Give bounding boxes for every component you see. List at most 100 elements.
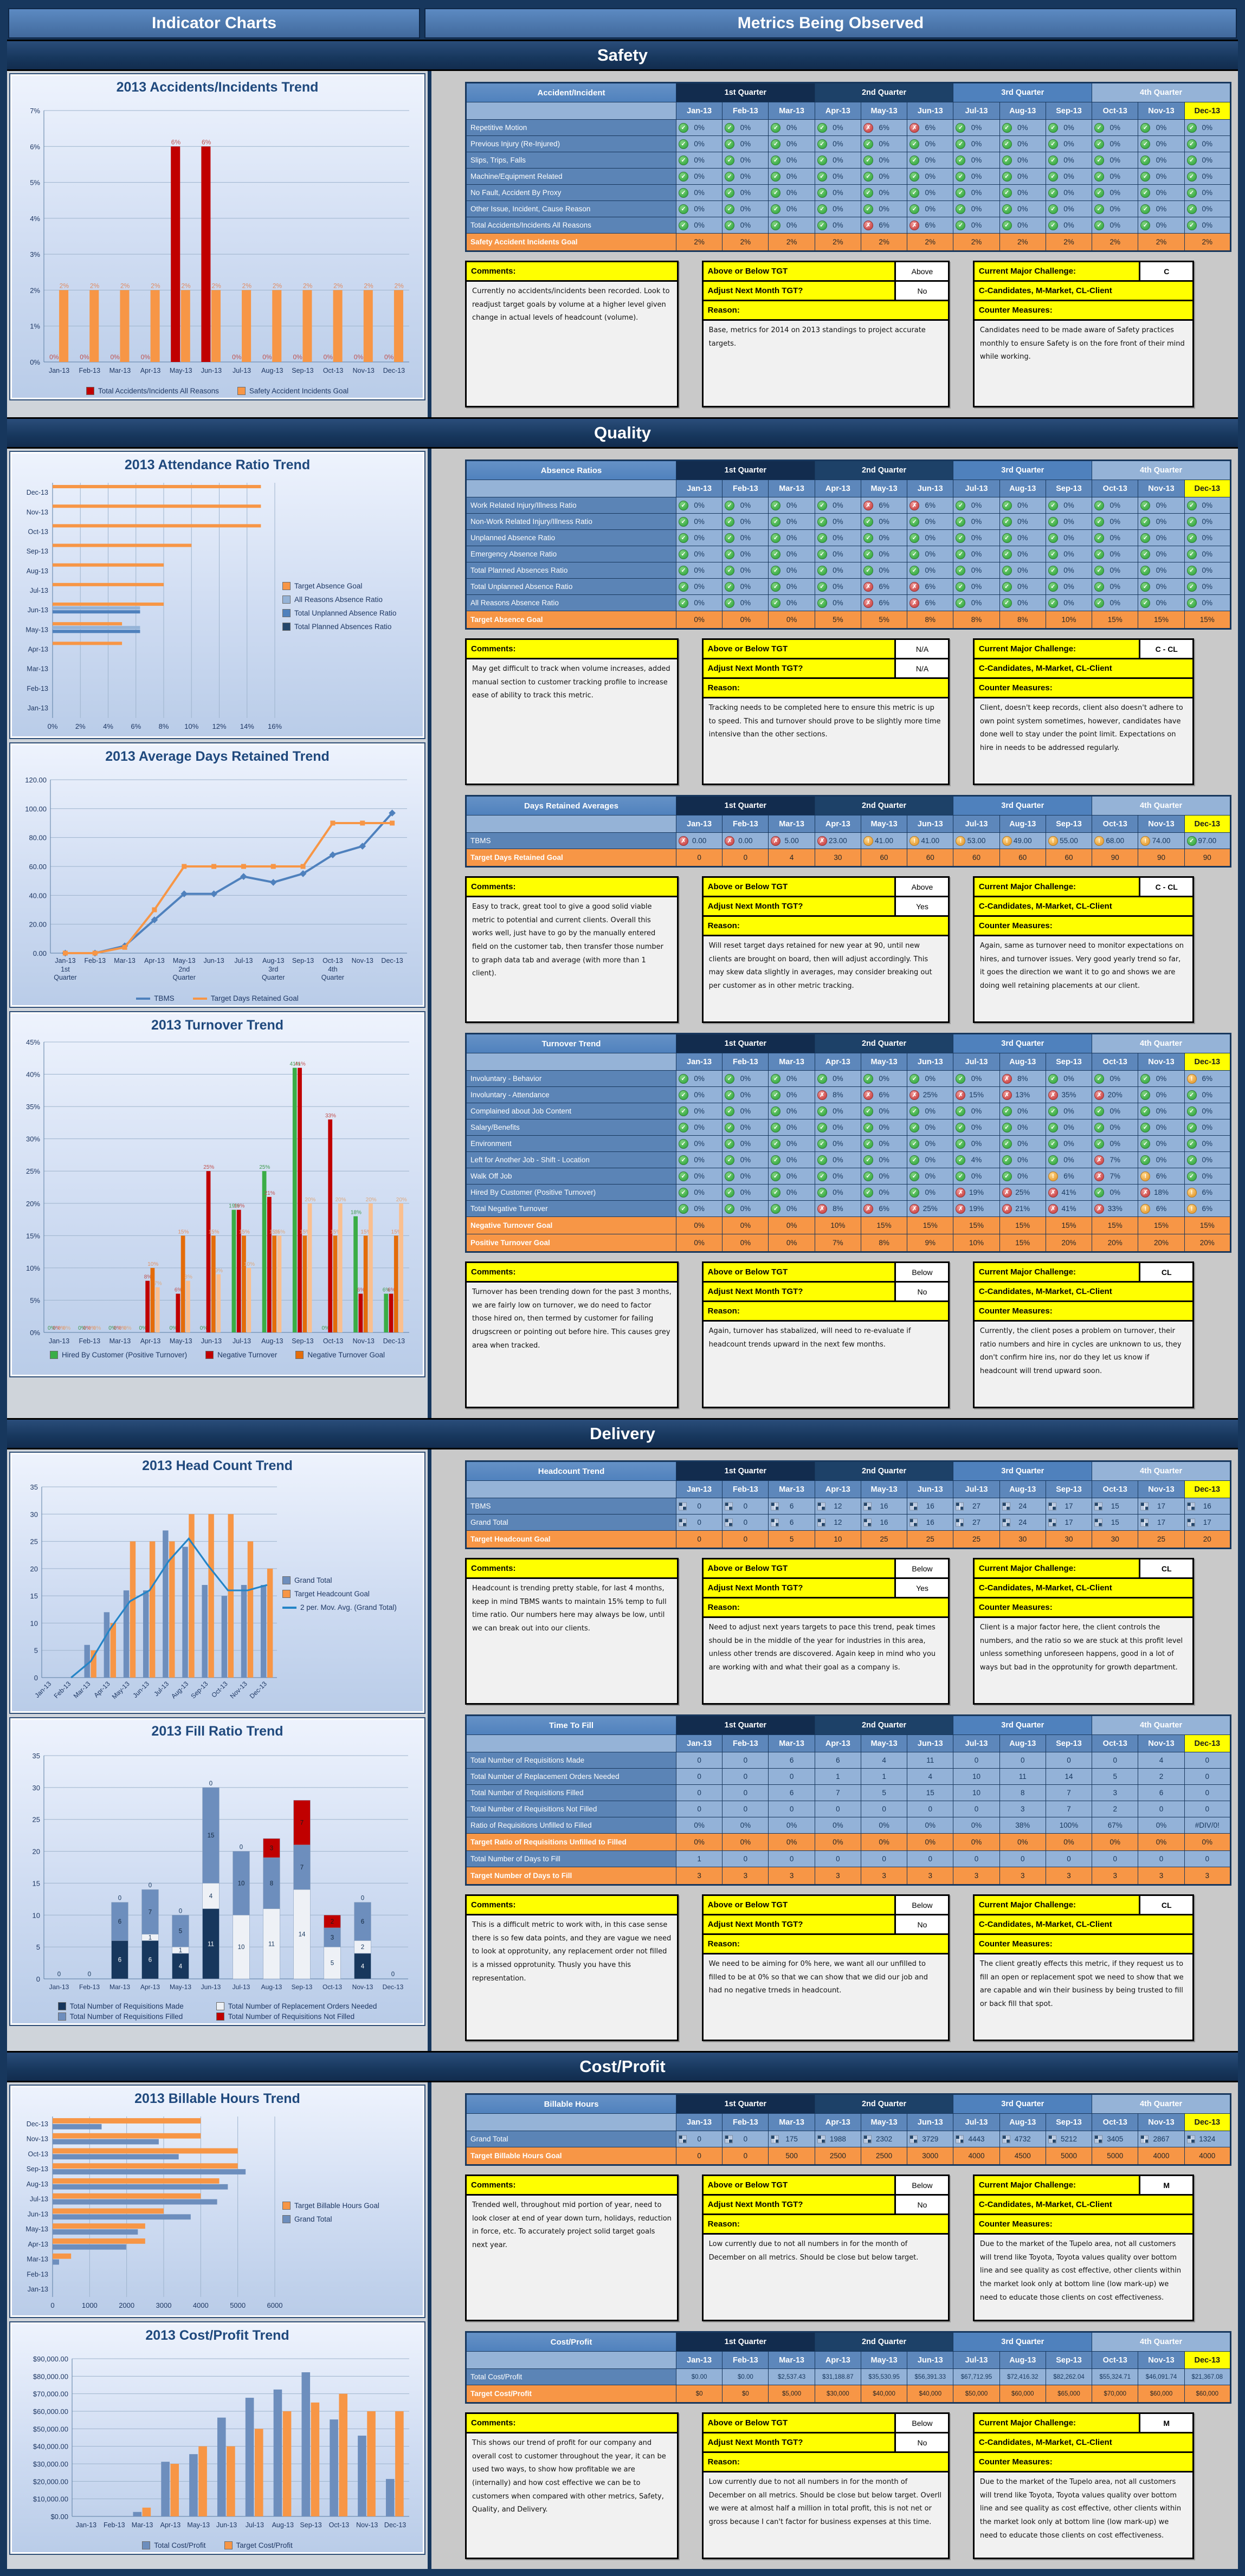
cell-value[interactable]: ✓ 0% xyxy=(676,217,723,234)
cell-value[interactable]: ✓ 0% xyxy=(953,546,1000,562)
cell-value[interactable]: 1 xyxy=(814,1768,861,1785)
cell-value[interactable]: ✓ 0% xyxy=(1184,513,1231,530)
cell-value[interactable]: ! 6% xyxy=(1184,1184,1231,1201)
cell-value[interactable]: 2% xyxy=(722,233,769,251)
cell-value[interactable]: ✓ 0% xyxy=(953,135,1000,152)
cell-value[interactable]: 2% xyxy=(860,233,908,251)
adjust-tgt-value[interactable]: N/A xyxy=(894,659,949,677)
cell-value[interactable]: 2% xyxy=(953,233,1000,251)
cell-value[interactable]: ✓ 0% xyxy=(768,135,815,152)
challenge-value[interactable]: C - CL xyxy=(1139,878,1193,896)
cell-value[interactable]: ✓ 0% xyxy=(722,529,769,546)
cell-value[interactable]: $0.00 xyxy=(676,2368,723,2385)
cell-value[interactable]: 0 xyxy=(722,1850,769,1867)
reason-text[interactable]: Base, metrics for 2014 on 2013 standings… xyxy=(708,326,926,348)
challenge-value[interactable]: M xyxy=(1139,2414,1193,2432)
cell-value[interactable]: 4000 xyxy=(1184,2147,1231,2165)
cell-value[interactable]: 20% xyxy=(1184,1234,1231,1252)
cell-value[interactable]: 0 xyxy=(1092,1850,1139,1867)
adjust-tgt-value[interactable]: Yes xyxy=(894,1579,949,1597)
cell-value[interactable]: ✓ 0% xyxy=(1092,119,1139,136)
cell-value[interactable]: 17 xyxy=(1045,1514,1093,1531)
cell-value[interactable]: ✓ 0% xyxy=(1045,152,1093,169)
cell-value[interactable]: 16 xyxy=(860,1514,908,1531)
cell-value[interactable]: 90 xyxy=(1092,849,1139,867)
cell-value[interactable]: ✓ 0% xyxy=(1045,217,1093,234)
cell-value[interactable]: ✗ 6% xyxy=(907,119,954,136)
cell-value[interactable]: 8% xyxy=(907,611,954,629)
cell-value[interactable]: 0 xyxy=(722,1530,769,1549)
cell-value[interactable]: ✓ 0% xyxy=(814,594,861,611)
cell-value[interactable]: 5000 xyxy=(1045,2147,1093,2165)
cell-value[interactable]: ✓ 0% xyxy=(814,1119,861,1136)
cell-value[interactable]: ✓ 0% xyxy=(676,184,723,201)
cell-value[interactable]: 0 xyxy=(1184,1850,1231,1867)
cell-value[interactable]: $0.00 xyxy=(722,2368,769,2385)
cell-value[interactable]: ✓ 0% xyxy=(676,200,723,217)
cell-value[interactable]: ✓ 0% xyxy=(1045,135,1093,152)
cell-value[interactable]: #DIV/0! xyxy=(1184,1817,1231,1834)
counter-measures-text[interactable]: Currently, the client poses a problem on… xyxy=(979,1327,1182,1376)
cell-value[interactable]: ✓ 0% xyxy=(999,152,1046,169)
cell-value[interactable]: ✓ 0% xyxy=(1184,184,1231,201)
cell-value[interactable]: ✓ 0% xyxy=(953,497,1000,514)
cell-value[interactable]: ✓ 0% xyxy=(1184,119,1231,136)
cell-value[interactable]: ✓ 0% xyxy=(722,184,769,201)
cell-value[interactable]: ✓ 0% xyxy=(1092,1135,1139,1152)
cell-value[interactable]: 2% xyxy=(1045,233,1093,251)
cell-value[interactable]: ✓ 0% xyxy=(999,168,1046,185)
cell-value[interactable]: 0% xyxy=(676,1216,723,1234)
cell-value[interactable]: ✓ 0% xyxy=(907,1070,954,1087)
cell-value[interactable]: ✓ 0% xyxy=(676,497,723,514)
cell-value[interactable]: $50,000 xyxy=(953,2385,1000,2403)
cell-value[interactable]: ✓ 0% xyxy=(722,1070,769,1087)
cell-value[interactable]: ✓ 0% xyxy=(676,1086,723,1103)
cell-value[interactable]: 5 xyxy=(768,1530,815,1549)
cell-value[interactable]: 0% xyxy=(1138,1833,1185,1851)
counter-measures-text[interactable]: Candidates need to be made aware of Safe… xyxy=(979,326,1185,361)
cell-value[interactable]: 0 xyxy=(722,2147,769,2165)
cell-value[interactable]: ✓ 0% xyxy=(1138,200,1185,217)
cell-value[interactable]: ✓ 0% xyxy=(768,217,815,234)
reason-text[interactable]: We need to be aiming for 0% here, we wan… xyxy=(708,1960,928,1995)
comments-text[interactable]: May get difficult to track when volume i… xyxy=(472,665,670,700)
cell-value[interactable]: 15% xyxy=(953,1216,1000,1234)
cell-value[interactable]: $70,000 xyxy=(1092,2385,1139,2403)
cell-value[interactable]: ✓ 0% xyxy=(1184,1119,1231,1136)
cell-value[interactable]: 6 xyxy=(1138,1784,1185,1801)
cell-value[interactable]: 6 xyxy=(768,1498,815,1514)
cell-value[interactable]: 67% xyxy=(1092,1817,1139,1834)
cell-value[interactable]: 4443 xyxy=(953,2131,1000,2147)
cell-value[interactable]: ✓ 0% xyxy=(676,1168,723,1185)
cell-value[interactable]: 0% xyxy=(768,1216,815,1234)
cell-value[interactable]: ✓ 0% xyxy=(999,200,1046,217)
cell-value[interactable]: ✓ 0% xyxy=(676,1103,723,1119)
cell-value[interactable]: ✓ 0% xyxy=(1045,168,1093,185)
cell-value[interactable]: ✓ 0% xyxy=(999,513,1046,530)
cell-value[interactable]: 15% xyxy=(1138,611,1185,629)
cell-value[interactable]: ✓ 0% xyxy=(676,168,723,185)
cell-value[interactable]: 2867 xyxy=(1138,2131,1185,2147)
reason-text[interactable]: Low currently due to not all numbers in … xyxy=(708,2240,919,2262)
cell-value[interactable]: ✓ 0% xyxy=(814,1168,861,1185)
cell-value[interactable]: ✓ 0% xyxy=(999,546,1046,562)
cell-value[interactable]: ✓ 0% xyxy=(953,152,1000,169)
cell-value[interactable]: 7 xyxy=(1045,1784,1093,1801)
challenge-value[interactable]: CL xyxy=(1139,1263,1193,1281)
cell-value[interactable]: 0% xyxy=(768,1833,815,1851)
cell-value[interactable]: ✓ 0% xyxy=(814,546,861,562)
cell-value[interactable]: ✗ 19% xyxy=(953,1200,1000,1217)
cell-value[interactable]: 7 xyxy=(814,1784,861,1801)
cell-value[interactable]: ✓ 0% xyxy=(1184,562,1231,579)
cell-value[interactable]: ✓ 0% xyxy=(1045,119,1093,136)
adjust-tgt-value[interactable]: No xyxy=(894,2196,949,2213)
cell-value[interactable]: ✓ 0% xyxy=(676,1070,723,1087)
cell-value[interactable]: 25 xyxy=(953,1530,1000,1549)
cell-value[interactable]: ✗ 15% xyxy=(953,1086,1000,1103)
cell-value[interactable]: 0% xyxy=(999,1833,1046,1851)
cell-value[interactable]: ✓ 0% xyxy=(1138,184,1185,201)
cell-value[interactable]: 0% xyxy=(676,1833,723,1851)
cell-value[interactable]: ✓ 0% xyxy=(814,1184,861,1201)
cell-value[interactable]: 0% xyxy=(722,1234,769,1252)
cell-value[interactable]: 15% xyxy=(1138,1216,1185,1234)
